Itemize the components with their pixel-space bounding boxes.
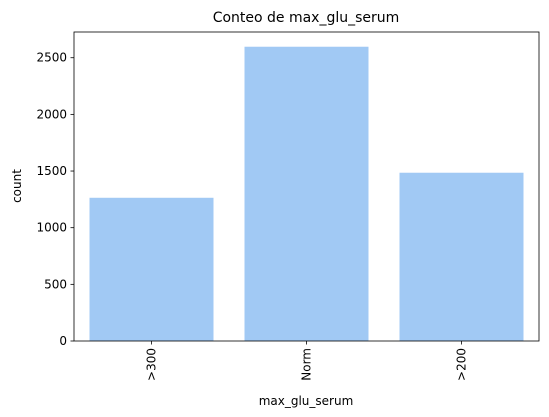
y-tick-label: 0 [59,334,67,348]
y-tick-label: 500 [44,277,67,291]
x-tick-label: Norm [300,348,314,381]
x-axis: >300 Norm >200 [145,341,469,381]
x-tick-label: >300 [145,348,159,381]
x-axis-label: max_glu_serum [259,394,354,408]
y-tick-label: 1000 [36,221,67,235]
y-axis-label: count [10,169,24,203]
plot-area [73,31,540,342]
y-tick-label: 2000 [36,107,67,121]
bar-norm [244,46,369,342]
y-tick-label: 1500 [36,164,67,178]
bar-300 [89,197,214,341]
y-tick-label: 2500 [36,51,67,65]
y-axis: 0 500 1000 1500 2000 2500 [36,51,74,348]
x-tick-label: >200 [455,348,469,381]
bar-200 [399,172,524,341]
chart-title: Conteo de max_glu_serum [213,10,400,26]
